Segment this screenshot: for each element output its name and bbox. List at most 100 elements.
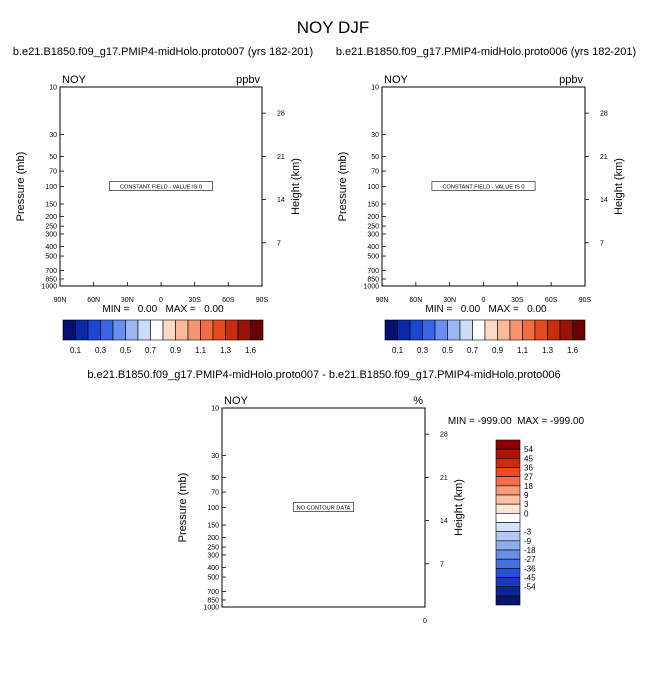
colorbar-label: 1.3 <box>542 346 554 355</box>
colorbar-box <box>495 540 521 551</box>
y-tick-label: 1000 <box>203 605 219 612</box>
colorbar-box <box>495 568 521 578</box>
y-tick-label: 150 <box>45 202 57 209</box>
colorbar-label: 0 <box>524 509 529 518</box>
colorbar-label: 1.1 <box>517 346 529 355</box>
colorbar-box <box>75 319 89 341</box>
y-tick-label: 200 <box>367 214 379 221</box>
x-tick-label: 0 <box>482 297 486 304</box>
colorbar-label: -45 <box>524 574 536 583</box>
colorbar-label: 0.5 <box>120 346 132 355</box>
colorbar-box <box>495 439 521 450</box>
y-tick-label: 100 <box>45 184 57 191</box>
colorbar-box <box>497 319 511 341</box>
y-tick-label: 70 <box>49 169 57 176</box>
annotation-text: NO CONTOUR DATA <box>297 506 351 512</box>
colorbar-box <box>87 319 101 341</box>
x-tick-label: 90N <box>376 297 389 304</box>
y-tick-label: 200 <box>207 535 219 542</box>
annotation-box <box>109 181 213 191</box>
colorbar-box <box>62 319 76 341</box>
colorbar-box <box>495 503 521 514</box>
colorbar-box <box>100 319 114 341</box>
panel-subtitle: b.e21.B1850.f09_g17.PMIP4-midHolo.proto0… <box>87 369 560 381</box>
colorbar-box <box>522 319 536 341</box>
colorbar-label: 0.3 <box>95 346 107 355</box>
units-label: ppbv <box>559 74 583 86</box>
y-tick-label: 1000 <box>363 284 379 291</box>
colorbar-label: -18 <box>524 546 536 555</box>
colorbar-label: 1.1 <box>195 346 207 355</box>
colorbar-label: 54 <box>524 445 533 454</box>
colorbar-box <box>495 558 521 569</box>
variable-label: NOY <box>224 395 249 407</box>
colorbar-box <box>495 458 521 468</box>
colorbar-box <box>547 319 561 341</box>
colorbar-label: -3 <box>524 528 532 537</box>
y-tick-label: 70 <box>211 490 219 497</box>
colorbar-box <box>212 319 226 341</box>
y-tick-label: 30 <box>211 453 219 460</box>
right-tick-label: 21 <box>440 475 448 482</box>
x-tick-label: 30N <box>121 297 134 304</box>
y-tick-label: 500 <box>45 254 57 261</box>
colorbar-box <box>495 549 521 560</box>
right-axis-label: Height (km) <box>290 158 302 215</box>
colorbar-box <box>495 494 521 505</box>
annotation-text: CONSTANT FIELD - VALUE IS 0 <box>442 185 524 191</box>
y-tick-label: 850 <box>207 597 219 604</box>
colorbar-box <box>495 586 521 597</box>
right-tick-label: 21 <box>277 154 285 161</box>
panel-subtitle: b.e21.B1850.f09_g17.PMIP4-midHolo.proto0… <box>13 46 313 58</box>
y-tick-label: 850 <box>45 276 57 283</box>
right-tick-label: 7 <box>440 561 444 568</box>
y-axis-label: Pressure (mb) <box>337 152 349 222</box>
x-tick-label: 90S <box>256 297 269 304</box>
colorbar-box <box>572 319 586 341</box>
colorbar-box <box>495 595 521 606</box>
colorbar-label: 0.9 <box>170 346 182 355</box>
min-max-text: MIN = 0.00 MAX = 0.00 <box>102 304 224 315</box>
colorbar-box <box>250 319 264 341</box>
right-tick-label: 21 <box>600 154 608 161</box>
right-tick-label: 14 <box>440 518 448 525</box>
x-tick-label: 0 <box>159 297 163 304</box>
right-tick-label: 7 <box>277 240 281 247</box>
colorbar-label: -54 <box>524 583 536 592</box>
y-tick-label: 50 <box>49 154 57 161</box>
colorbar-label: -36 <box>524 564 536 573</box>
y-tick-label: 100 <box>367 184 379 191</box>
colorbar-label: 36 <box>524 464 533 473</box>
y-tick-label: 50 <box>211 475 219 482</box>
y-tick-label: 250 <box>45 224 57 231</box>
colorbar-box <box>175 319 189 341</box>
y-tick-label: 70 <box>371 169 379 176</box>
annotation-box <box>293 502 354 512</box>
colorbar-box <box>484 319 498 341</box>
right-tick-label: 14 <box>600 197 608 204</box>
colorbar-box <box>237 319 251 341</box>
y-tick-label: 500 <box>207 575 219 582</box>
colorbar-box <box>150 319 164 341</box>
colorbar-label: 0.9 <box>492 346 504 355</box>
min-max-text: MIN = -999.00 MAX = -999.00 <box>448 416 585 427</box>
colorbar-box <box>534 319 548 341</box>
colorbar-box <box>397 319 411 341</box>
colorbar-box <box>409 319 423 341</box>
colorbar-box <box>162 319 176 341</box>
right-axis-label: Height (km) <box>613 158 625 215</box>
colorbar-label: 9 <box>524 491 529 500</box>
colorbar-box <box>422 319 436 341</box>
colorbar-box <box>495 476 521 487</box>
panel-1: b.e21.B1850.f09_g17.PMIP4-midHolo.proto0… <box>13 46 313 355</box>
y-tick-label: 150 <box>207 523 219 530</box>
colorbar-label: 18 <box>524 482 533 491</box>
y-tick-label: 100 <box>207 505 219 512</box>
x-tick-label: 90S <box>579 297 592 304</box>
annotation-text: CONSTANT FIELD - VALUE IS 0 <box>120 185 202 191</box>
colorbar-box <box>137 319 151 341</box>
y-tick-label: 1000 <box>41 284 57 291</box>
y-tick-label: 10 <box>211 406 219 413</box>
figure-title: NOY DJF <box>297 18 369 37</box>
